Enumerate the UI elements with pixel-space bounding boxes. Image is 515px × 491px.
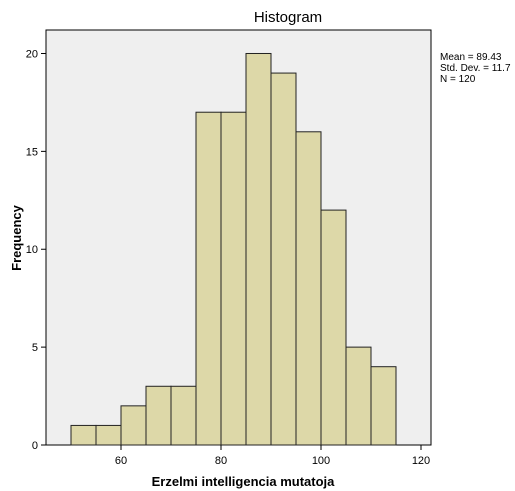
y-tick-label: 0 bbox=[32, 440, 38, 452]
histogram-bar bbox=[170, 385, 197, 446]
y-tick-label: 20 bbox=[26, 48, 38, 60]
x-axis-ticks: 60 80 100 120 bbox=[115, 445, 430, 467]
histogram-bar bbox=[95, 424, 122, 446]
x-tick-label: 120 bbox=[412, 455, 430, 467]
histogram-bar bbox=[370, 366, 397, 446]
y-tick-label: 10 bbox=[26, 244, 38, 256]
histogram-bar bbox=[320, 209, 347, 446]
y-axis-title: Frequency bbox=[9, 204, 24, 271]
histogram-bar bbox=[270, 72, 297, 446]
histogram-bars bbox=[70, 52, 397, 446]
y-tick-label: 15 bbox=[26, 146, 38, 158]
histogram-bar bbox=[245, 52, 272, 446]
stats-std-dev: Std. Dev. = 11.7 bbox=[440, 63, 511, 74]
histogram-bar bbox=[145, 385, 172, 446]
histogram-bar bbox=[345, 346, 372, 446]
histogram-bar bbox=[70, 424, 97, 446]
y-axis-ticks: 0 5 10 15 20 bbox=[26, 48, 46, 452]
x-axis-title: Erzelmi intelligencia mutatoja bbox=[152, 474, 336, 489]
x-tick-label: 80 bbox=[215, 455, 227, 467]
stats-n: N = 120 bbox=[440, 74, 476, 85]
chart-title: Histogram bbox=[254, 9, 322, 26]
histogram-bar bbox=[295, 131, 322, 446]
histogram-bar bbox=[195, 111, 222, 446]
x-tick-label: 100 bbox=[312, 455, 330, 467]
y-tick-label: 5 bbox=[32, 342, 38, 354]
x-tick-label: 60 bbox=[115, 455, 127, 467]
histogram-bar bbox=[220, 111, 247, 446]
histogram-bar bbox=[120, 405, 147, 446]
stats-mean: Mean = 89.43 bbox=[440, 52, 502, 63]
